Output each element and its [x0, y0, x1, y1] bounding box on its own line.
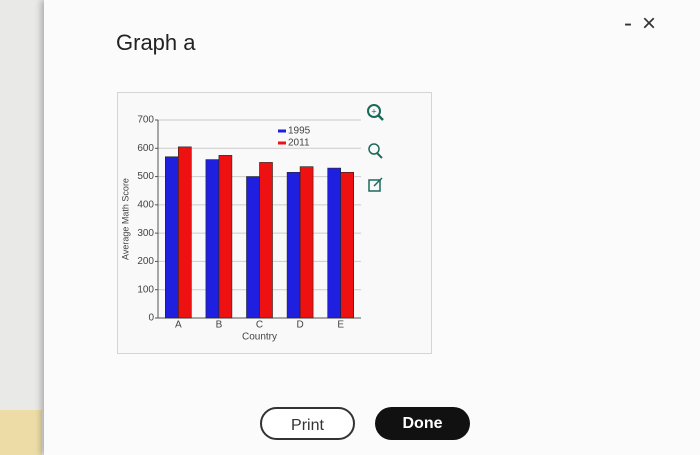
dialog: Graph a -× 0 100 200 300 400 500 600 700 A B C D E 19… — [44, 0, 700, 455]
bar — [205, 159, 220, 319]
x-tick-label: E — [337, 320, 344, 331]
y-tick-label: 100 — [137, 284, 154, 295]
bar — [340, 172, 354, 319]
legend-swatch — [278, 141, 286, 145]
legend-label: 1995 — [288, 126, 311, 137]
y-tick-label: 300 — [137, 228, 154, 239]
window-controls[interactable]: -× — [623, 10, 666, 37]
bar — [164, 156, 179, 319]
y-tick-label: 700 — [137, 115, 154, 126]
bar — [177, 146, 192, 319]
bar — [327, 167, 341, 319]
x-axis-label: Country — [242, 332, 277, 343]
bar — [299, 166, 314, 319]
dialog-title: Graph a — [116, 30, 196, 55]
y-tick-label: 500 — [137, 171, 154, 182]
chart-tools[interactable]: + — [364, 100, 388, 200]
bar — [286, 172, 301, 319]
y-axis-label: Average Math Score — [120, 178, 130, 260]
y-tick-label: 200 — [137, 256, 154, 267]
y-tick-label: 600 — [137, 143, 154, 154]
background-patch — [0, 410, 42, 455]
x-tick-label: C — [256, 320, 263, 331]
bar — [218, 155, 233, 319]
chart-panel: 0 100 200 300 400 500 600 700 A B C D E 1995 2011 Count… — [117, 92, 432, 354]
y-tick-label: 400 — [137, 199, 154, 210]
legend-swatch — [278, 129, 286, 133]
legend-label: 2011 — [288, 138, 310, 149]
x-tick-label: B — [216, 320, 223, 331]
print-button[interactable]: Print — [260, 407, 355, 440]
done-button[interactable]: Done — [375, 407, 470, 440]
x-tick-label: D — [296, 320, 303, 331]
svg-text:+: + — [371, 106, 376, 116]
bar — [259, 162, 273, 319]
x-tick-label: A — [175, 320, 182, 331]
y-tick-label: 0 — [148, 313, 154, 324]
bar — [246, 176, 260, 319]
